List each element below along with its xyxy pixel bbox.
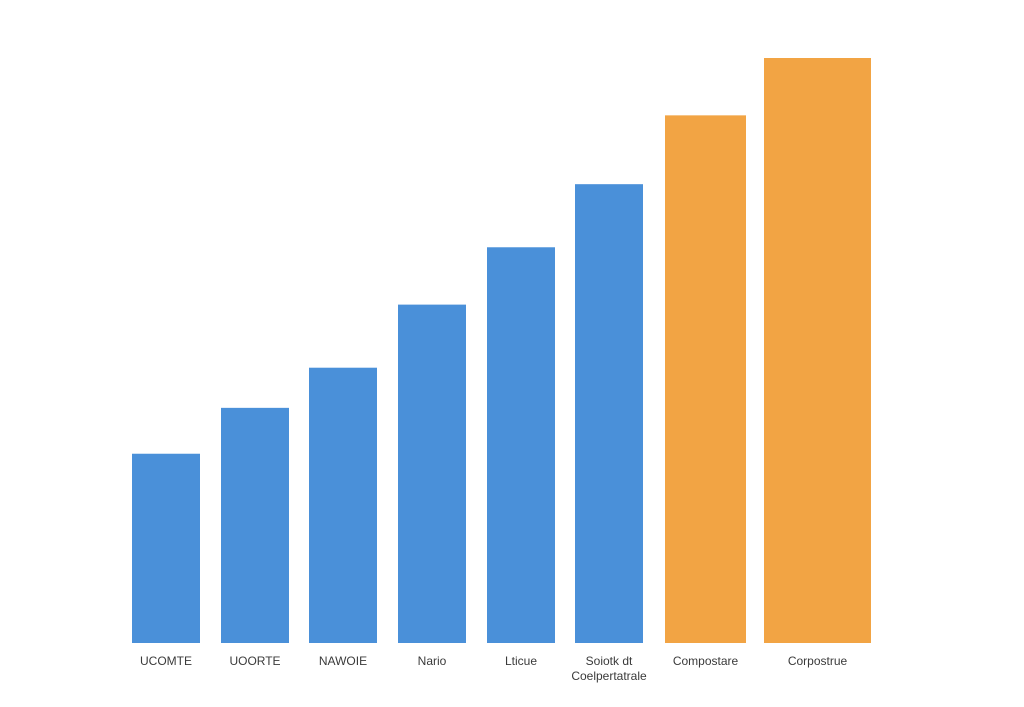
x-tick-label-3: NAWOIE	[319, 654, 367, 668]
bar-8	[764, 58, 871, 643]
tick-labels-group: UCOMTE UOORTE NAWOIE Nario Lticue Soiotk dt Co…	[140, 654, 848, 683]
bar-6	[575, 184, 643, 644]
x-tick-label-2: UOORTE	[229, 654, 280, 668]
x-tick-label-6: Soiotk dt Coelpertatrale	[571, 654, 647, 683]
bar-2	[221, 407, 289, 643]
bar-1	[132, 453, 200, 643]
bar-7	[665, 115, 746, 643]
x-tick-label-7: Compostare	[673, 654, 739, 668]
bar-5	[487, 247, 555, 643]
bar-4	[398, 304, 466, 643]
x-tick-label-5: Lticue	[505, 654, 537, 668]
x-tick-label-8: Corpostrue	[788, 654, 848, 668]
x-tick-label-4: Nario	[418, 654, 447, 668]
bar-3	[309, 367, 377, 643]
x-tick-label-1: UCOMTE	[140, 654, 192, 668]
bars-group	[132, 58, 871, 644]
